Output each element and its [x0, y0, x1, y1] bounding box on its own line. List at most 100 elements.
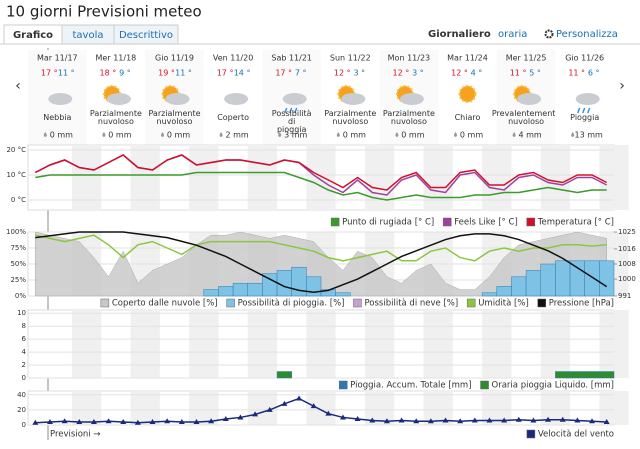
- day-precip: 0 mm: [401, 131, 424, 140]
- day-high: 11 °: [510, 69, 527, 78]
- drop-icon: [571, 132, 575, 137]
- wind-marker: [149, 418, 156, 424]
- wind-marker: [222, 415, 229, 421]
- night-band: [306, 145, 336, 210]
- day-precip: 13 mm: [575, 131, 604, 140]
- legend-label: Feels Like [° C]: [454, 218, 518, 228]
- daily-option[interactable]: Giornaliero: [428, 29, 491, 40]
- cloud-icon: [106, 93, 131, 105]
- tab-label[interactable]: tavola: [73, 30, 104, 41]
- wind-marker: [354, 415, 361, 421]
- day-condition: Parzialmente nuvoloso: [383, 109, 435, 126]
- y-tick-label: 0: [22, 374, 26, 382]
- hourly-option[interactable]: oraria: [498, 29, 527, 40]
- day-low: 9 °: [119, 69, 131, 78]
- bar: [584, 260, 600, 297]
- day-condition: Possibilità di pioggia: [272, 109, 312, 134]
- day-high: 12 °: [334, 69, 351, 78]
- day-date: Mer 11/18: [96, 54, 137, 63]
- line: [35, 231, 608, 293]
- y-tick-label: 10: [17, 309, 26, 317]
- tab-label[interactable]: Descrittivo: [119, 30, 173, 41]
- wind-marker: [369, 417, 376, 423]
- bar: [247, 282, 263, 297]
- wind-marker: [281, 400, 288, 406]
- night-band: [71, 145, 102, 210]
- drop-icon: [512, 132, 516, 137]
- night-band: [130, 391, 160, 425]
- bar: [218, 286, 234, 297]
- night-band: [130, 145, 160, 210]
- wind-marker: [427, 418, 434, 424]
- tab[interactable]: [113, 24, 179, 45]
- legend-swatch: [537, 298, 547, 308]
- bar: [203, 289, 219, 297]
- night-band: [189, 310, 219, 378]
- tab-label[interactable]: Grafico: [13, 30, 53, 41]
- wind-marker: [164, 418, 171, 424]
- day-precip: 4 mm: [518, 131, 541, 140]
- night-band: [364, 391, 395, 425]
- legend-label: Possibilità di pioggia. [%]: [238, 299, 345, 309]
- wind-marker: [46, 418, 53, 424]
- drop-icon: [43, 132, 47, 137]
- bar: [569, 260, 585, 297]
- bar: [569, 371, 585, 379]
- day-high: 17 °: [217, 69, 234, 78]
- wind-marker: [398, 417, 405, 423]
- day-date: Mar 11/24: [447, 54, 488, 63]
- legend-swatch: [226, 298, 235, 308]
- drop-icon: [102, 132, 106, 137]
- day-precip: 0 mm: [108, 131, 131, 140]
- day-precip: 0 mm: [343, 131, 366, 140]
- day-condition: Coperto: [217, 113, 249, 122]
- wind-marker: [559, 416, 566, 422]
- bar: [555, 260, 571, 297]
- drop-icon: [336, 132, 340, 137]
- wind-marker: [383, 418, 390, 424]
- y2-tick-label: 1000: [618, 275, 636, 283]
- day-date: Mon 11/23: [388, 54, 430, 63]
- day-low: 6 °: [588, 69, 600, 78]
- day-precip: 2 mm: [225, 131, 248, 140]
- y-tick-label: 75%: [10, 244, 26, 252]
- wind-marker: [442, 417, 449, 423]
- wind-marker: [208, 418, 215, 424]
- gear-icon[interactable]: [544, 29, 554, 39]
- wind-marker: [120, 418, 127, 424]
- legend-swatch: [442, 217, 452, 227]
- night-band: [247, 310, 278, 378]
- wind-marker: [339, 414, 346, 420]
- bar: [276, 371, 292, 379]
- customize-option[interactable]: Personalizza: [556, 29, 618, 40]
- wind-marker: [574, 417, 581, 423]
- y-tick-label: 50%: [10, 260, 26, 268]
- night-band: [130, 310, 160, 378]
- night-band: [423, 145, 453, 210]
- day-condition: Nebbia: [43, 113, 71, 122]
- prev-arrow[interactable]: ‹: [15, 78, 21, 94]
- y-tick-label: 20 °C: [6, 146, 26, 154]
- y-tick-label: 100%: [6, 228, 26, 236]
- day-date: Sun 11/22: [330, 54, 371, 63]
- y2-tick-label: 1008: [618, 260, 636, 268]
- night-band: [599, 391, 629, 425]
- cloud-icon: [165, 93, 190, 105]
- wind-marker: [589, 418, 596, 424]
- y-tick-label: 0 °C: [11, 196, 26, 204]
- legend-swatch: [526, 429, 536, 439]
- wind-marker: [90, 418, 97, 424]
- drop-icon: [454, 132, 457, 137]
- y-tick-label: 4: [22, 348, 27, 356]
- legend-swatch: [338, 380, 348, 390]
- legend-label: Coperto dalle nuvole [%]: [112, 299, 218, 309]
- day-low: 7 °: [295, 69, 307, 78]
- day-condition: Prevalentemente nuvoloso: [492, 109, 561, 126]
- day-date: Mar 11/17: [37, 54, 78, 63]
- next-arrow[interactable]: ›: [619, 78, 625, 94]
- rain-icon: [284, 107, 298, 114]
- day-high: 11 °: [568, 69, 585, 78]
- bar: [599, 371, 615, 379]
- wind-marker: [61, 418, 68, 424]
